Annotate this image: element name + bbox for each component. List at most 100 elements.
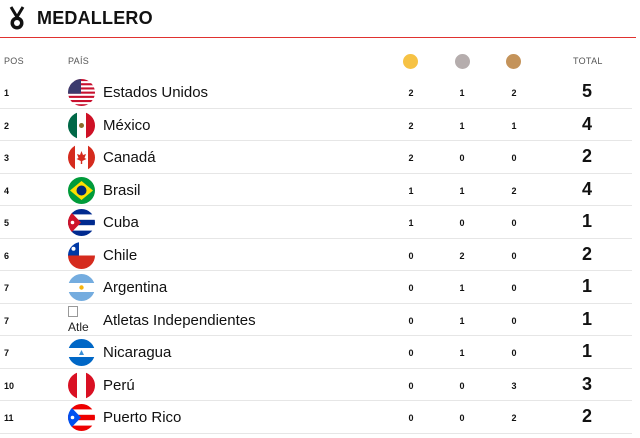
- gold-count: 0: [408, 380, 414, 391]
- row-position: 11: [4, 413, 14, 423]
- row-position: 4: [4, 185, 10, 196]
- table-row: 4 Brasil 1 1 2 4: [0, 174, 632, 206]
- medal-table-header: MEDALLERO: [0, 0, 640, 38]
- bronze-count: 0: [511, 315, 517, 326]
- row-position: 7: [4, 315, 10, 326]
- page-title: MEDALLERO: [37, 8, 153, 28]
- country-name: Puerto Rico: [103, 409, 182, 426]
- gold-count: 1: [408, 218, 414, 228]
- brazil-flag-icon: [68, 176, 95, 204]
- silver-count: 1: [459, 315, 465, 326]
- silver-count: 2: [459, 250, 465, 261]
- total-count: 4: [581, 178, 592, 199]
- total-count: 3: [581, 373, 592, 394]
- usa-flag-icon: [68, 79, 95, 106]
- table-row: 7 Argentina 0 1 0 1: [0, 271, 632, 304]
- bronze-count: 2: [511, 185, 517, 196]
- gold-count: 2: [408, 153, 414, 163]
- flag-alt-text: Atle: [68, 319, 89, 334]
- total-count: 1: [581, 308, 592, 329]
- total-count: 5: [581, 81, 592, 101]
- country-name: Argentina: [103, 279, 168, 296]
- table-row: 7 Nicaragua 0 1 0 1: [0, 336, 632, 369]
- row-position: 1: [4, 88, 10, 98]
- gold-count: 0: [408, 413, 414, 423]
- row-position: 5: [4, 218, 10, 228]
- broken-image-icon: Atle: [68, 305, 98, 335]
- row-position: 2: [4, 120, 10, 131]
- gold-count: 1: [408, 185, 414, 196]
- bronze-medal-icon: [506, 54, 521, 69]
- total-count: 4: [581, 113, 592, 134]
- chile-flag-icon: [68, 241, 95, 269]
- country-name: Brasil: [103, 181, 141, 199]
- total-count: 1: [581, 276, 592, 296]
- bronze-count: 2: [511, 413, 517, 423]
- canada-flag-icon: [68, 144, 95, 171]
- header-divider: [0, 37, 636, 38]
- silver-count: 0: [459, 413, 465, 423]
- gold-medal-icon: [403, 54, 418, 69]
- silver-count: 1: [459, 348, 465, 358]
- row-position: 10: [4, 380, 15, 391]
- country-name: Atletas Independientes: [103, 311, 256, 329]
- bronze-count: 3: [511, 380, 517, 391]
- table-row: 11 Puerto Rico 0 0 2 2: [0, 401, 632, 434]
- country-name: Canadá: [103, 149, 156, 166]
- table-row: 3 Canadá 2 0 0 2: [0, 141, 632, 174]
- total-count: 2: [581, 146, 592, 166]
- country-name: Chile: [103, 246, 138, 264]
- gold-count: 2: [408, 88, 414, 98]
- col-total: TOTAL: [573, 56, 603, 66]
- silver-count: 0: [459, 153, 465, 163]
- silver-count: 0: [459, 380, 465, 391]
- mexico-flag-icon: [68, 111, 95, 139]
- table-row: 2 México 2 1 1 4: [0, 109, 632, 141]
- table-row: 5 Cuba 1 0 0 1: [0, 206, 632, 239]
- gold-count: 2: [408, 120, 414, 131]
- total-count: 2: [581, 406, 592, 426]
- gold-count: 0: [408, 348, 414, 358]
- column-headers: POS PAÍS TOTAL: [0, 50, 640, 74]
- silver-count: 1: [459, 185, 465, 196]
- gold-count: 0: [408, 315, 414, 326]
- country-name: Nicaragua: [103, 344, 172, 361]
- silver-count: 1: [459, 283, 465, 293]
- table-row: 6 Chile 0 2 0 2: [0, 239, 632, 271]
- row-position: 6: [4, 250, 10, 261]
- medal-icon: [9, 6, 25, 30]
- country-name: Estados Unidos: [103, 84, 209, 101]
- table-row: 1 Estados Unidos 2 1 2 5: [0, 76, 632, 109]
- silver-medal-icon: [455, 54, 470, 69]
- table-row: 10 Perú 0 0 3 3: [0, 369, 632, 401]
- gold-count: 0: [408, 283, 414, 293]
- bronze-count: 0: [511, 348, 517, 358]
- bronze-count: 0: [511, 153, 517, 163]
- silver-count: 1: [459, 88, 465, 98]
- cuba-flag-icon: [68, 209, 95, 236]
- table-row: 7 Atle Atletas Independientes 0 1 0 1: [0, 304, 632, 336]
- country-name: Cuba: [103, 214, 139, 231]
- col-pos: POS: [4, 56, 24, 66]
- total-count: 1: [581, 211, 592, 231]
- bronze-count: 0: [511, 218, 517, 228]
- row-position: 3: [4, 153, 10, 163]
- nicaragua-flag-icon: [68, 339, 95, 366]
- bronze-count: 1: [511, 120, 517, 131]
- silver-count: 0: [459, 218, 465, 228]
- silver-count: 1: [459, 120, 465, 131]
- bronze-count: 0: [511, 250, 517, 261]
- row-position: 7: [4, 283, 10, 293]
- argentina-flag-icon: [68, 274, 95, 301]
- row-position: 7: [4, 348, 10, 358]
- medal-table: 1 Estados Unidos 2 1 2 5 2 México 2 1: [0, 76, 640, 434]
- peru-flag-icon: [68, 371, 95, 399]
- col-pais: PAÍS: [68, 56, 90, 66]
- bronze-count: 2: [511, 88, 517, 98]
- bronze-count: 0: [511, 283, 517, 293]
- country-name: México: [103, 116, 151, 134]
- total-count: 2: [581, 243, 592, 264]
- total-count: 1: [581, 341, 592, 361]
- gold-count: 0: [408, 250, 414, 261]
- country-name: Perú: [103, 376, 135, 394]
